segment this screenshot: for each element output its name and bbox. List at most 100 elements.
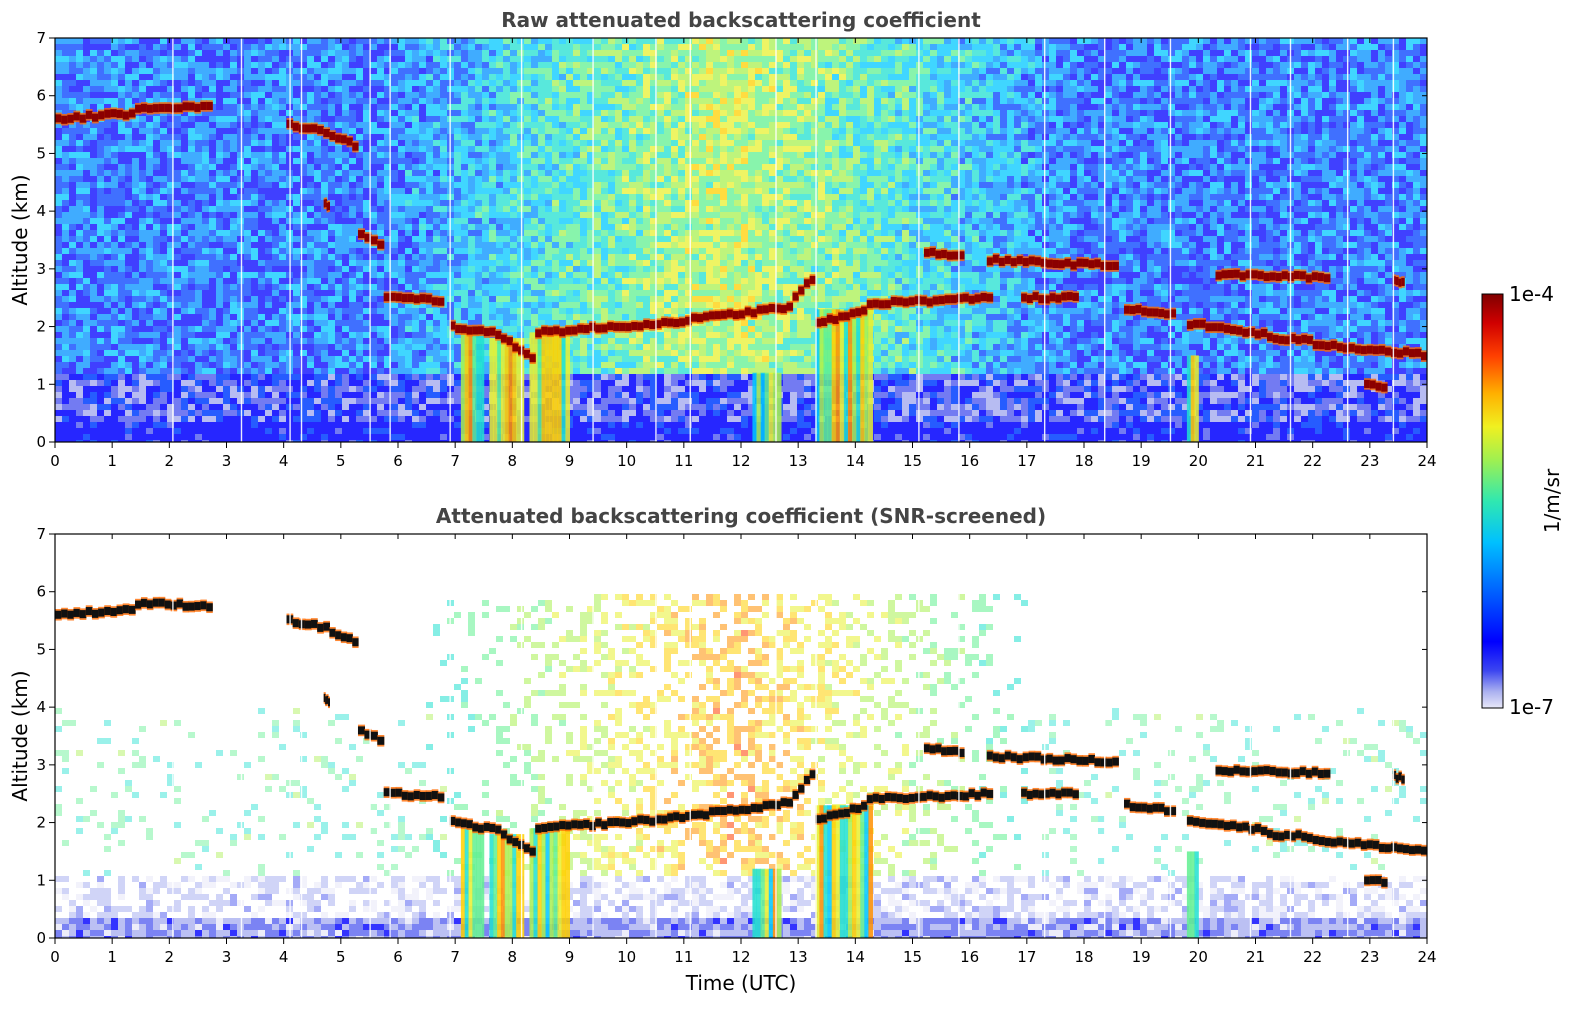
cloud-layer-segment (631, 321, 638, 331)
data-gap (592, 38, 594, 442)
cloud-layer-segment (601, 821, 608, 830)
cloud-layer-segment (956, 792, 964, 801)
cloud-layer-segment (756, 804, 764, 813)
cloud-layer-segment (158, 103, 166, 112)
cloud-layer-segment (944, 295, 952, 304)
cloud-layer-segment (1141, 803, 1148, 812)
cloud-layer-segment (986, 751, 994, 760)
cloud-layer-segment (1254, 330, 1262, 339)
cloud-layer-segment (738, 310, 746, 319)
precip-shaft (489, 834, 494, 938)
cloud-layer-segment (792, 790, 799, 799)
y-tick-label: 3 (36, 260, 46, 278)
cloud-layer-segment (304, 124, 312, 133)
cloud-layer-segment (1420, 352, 1427, 361)
precip-shaft (768, 868, 774, 938)
cloud-layer-segment (1223, 821, 1231, 830)
cloud-layer-segment (61, 609, 68, 618)
cloud-layer-segment (292, 122, 300, 131)
cloud-layer-segment (1124, 799, 1131, 808)
x-tick-label: 3 (222, 452, 232, 470)
cloud-layer-segment (952, 251, 959, 260)
cloud-layer-segment (304, 620, 312, 629)
cloud-layer-segment (843, 312, 851, 321)
cloud-layer-segment (1229, 821, 1237, 830)
cloud-layer-segment (489, 823, 496, 833)
cloud-layer-segment (946, 251, 954, 260)
cloud-layer-segment (1193, 817, 1200, 826)
cloud-layer-segment (1064, 258, 1072, 267)
cloud-layer-segment (720, 310, 728, 319)
cloud-layer-segment (613, 322, 620, 331)
cloud-layer-segment (866, 795, 874, 804)
cloud-layer-segment (329, 628, 336, 637)
cloud-layer-segment (1312, 341, 1320, 350)
cloud-layer-segment (914, 793, 922, 802)
cloud-layer-segment (679, 318, 686, 327)
cloud-layer-segment (1082, 756, 1090, 765)
cloud-layer-segment (1278, 335, 1285, 344)
cloud-layer-segment (547, 327, 554, 336)
raw-axis-ticks: 0 1 2 3 4 5 6 7 8 9 10 11 12 13 14 15 16 17 18 19 20 21 22 23 24… (36, 29, 1436, 470)
cloud-layer-segment (625, 323, 632, 332)
precip-shaft (772, 868, 778, 938)
cloud-layer-segment (1100, 758, 1107, 767)
x-tick-label: 18 (1074, 948, 1093, 966)
cloud-layer-segment (826, 314, 834, 323)
cloud-layer-segment (317, 126, 324, 135)
cloud-layer-segment (311, 619, 318, 628)
cloud-layer-segment (1152, 308, 1159, 317)
cloud-layer-segment (206, 603, 213, 612)
cloud-layer-segment (932, 792, 940, 801)
cloud-layer-segment (1289, 832, 1297, 841)
x-tick-label: 5 (336, 948, 346, 966)
precip-shaft (1186, 851, 1192, 938)
precip-shaft (549, 332, 554, 442)
cloud-layer-segment (413, 295, 421, 304)
cloud-layer-segment (780, 305, 788, 314)
cloud-layer-segment (929, 247, 936, 256)
cloud-layer-segment (974, 791, 982, 800)
cloud-layer-segment (938, 793, 946, 802)
cloud-layer-segment (923, 248, 931, 257)
cloud-layer-segment (702, 312, 710, 321)
cloud-layer-segment (1318, 836, 1326, 845)
cloud-layer-segment (849, 804, 856, 813)
precip-shaft (561, 332, 566, 442)
x-tick-label: 5 (336, 452, 346, 470)
cloud-layer-segment (1043, 295, 1051, 304)
cloud-layer-segment (1076, 756, 1084, 765)
cloud-layer-segment (956, 294, 964, 303)
cloud-layer-segment (85, 110, 93, 119)
data-gap (775, 534, 777, 938)
precip-shaft (516, 834, 521, 938)
cloud-layer-segment (79, 610, 87, 619)
cloud-layer-segment (1205, 323, 1213, 332)
cloud-layer-segment (1272, 334, 1279, 343)
precip-shaft (752, 372, 758, 442)
x-tick-label: 3 (222, 948, 232, 966)
cloud-layer-segment (340, 633, 348, 642)
raw-backscatter-panel: Raw attenuated backscattering coefficien… (8, 8, 1437, 470)
cloud-layer-segment (1408, 349, 1416, 358)
cloud-layer-segment (571, 820, 578, 829)
cloud-layer-segment (920, 296, 928, 305)
cloud-layer-segment (720, 806, 728, 816)
cloud-layer-segment (1284, 336, 1291, 345)
cloud-layer-segment (809, 770, 816, 779)
cloud-layer-segment (952, 746, 959, 755)
x-tick-label: 6 (393, 948, 403, 966)
cloud-layer-segment (1064, 754, 1072, 763)
cloud-layer-segment (164, 600, 172, 609)
cloud-layer-segment (559, 328, 566, 337)
precip-shaft (557, 828, 562, 938)
cloud-layer-segment (1375, 382, 1382, 391)
precip-shaft (529, 828, 534, 938)
x-tick-label: 15 (903, 452, 922, 470)
cloud-layer-segment (980, 292, 988, 302)
cloud-layer-segment (1242, 822, 1250, 831)
cloud-layer-segment (1324, 341, 1332, 351)
cloud-layer-segment (1135, 803, 1142, 812)
cloud-layer-segment (1293, 769, 1301, 778)
